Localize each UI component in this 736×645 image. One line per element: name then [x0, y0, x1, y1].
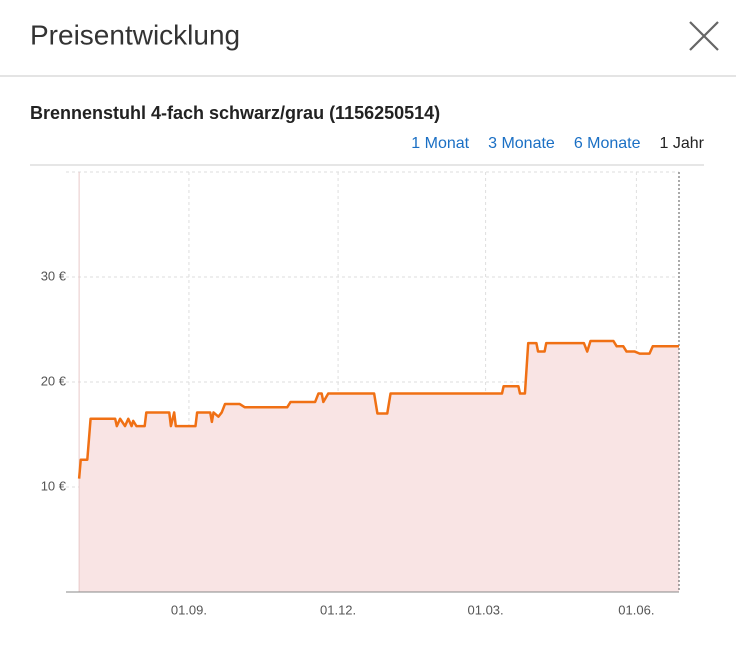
close-icon[interactable]	[689, 21, 719, 51]
product-title: Brennenstuhl 4-fach schwarz/grau (115625…	[30, 103, 440, 123]
y-tick-label: 20 €	[41, 373, 67, 388]
x-tick-label: 01.06.	[618, 602, 654, 617]
y-tick-label: 10 €	[41, 478, 67, 493]
x-tick-label: 01.12.	[320, 602, 356, 617]
range-link[interactable]: 1 Jahr	[660, 135, 705, 152]
close-button[interactable]	[689, 21, 719, 51]
price-line	[77, 339, 679, 479]
range-link[interactable]: 3 Monate	[488, 135, 555, 152]
range-selector: 1 Jahr 6 Monate 3 Monate 1 Monat	[411, 135, 704, 152]
y-tick-label: 30 €	[41, 268, 67, 283]
price-area	[79, 341, 679, 592]
dialog-title: Preisentwicklung	[30, 19, 240, 50]
range-link[interactable]: 6 Monate	[574, 135, 641, 152]
x-tick-label: 01.09.	[171, 602, 207, 617]
x-tick-label: 01.03.	[468, 602, 504, 617]
range-link[interactable]: 1 Monat	[411, 135, 469, 152]
chart: 10 € 20 € 30 € 01.09. 01.12. 01.03. 01.06.	[41, 171, 680, 617]
